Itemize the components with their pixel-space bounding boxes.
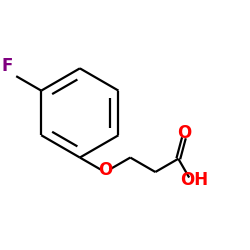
Text: OH: OH bbox=[180, 171, 208, 189]
Text: F: F bbox=[2, 57, 13, 75]
Text: O: O bbox=[177, 124, 191, 142]
Text: O: O bbox=[98, 160, 112, 178]
